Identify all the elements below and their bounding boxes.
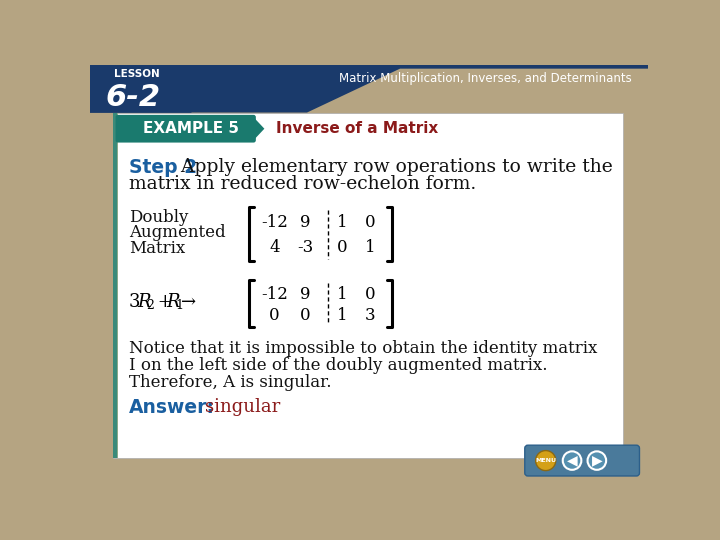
Text: 0: 0 bbox=[338, 239, 348, 256]
Text: 0: 0 bbox=[365, 214, 376, 231]
Text: 3: 3 bbox=[129, 293, 140, 311]
Circle shape bbox=[536, 450, 556, 470]
Text: Notice that it is impossible to obtain the identity matrix: Notice that it is impossible to obtain t… bbox=[129, 340, 597, 356]
Text: matrix in reduced row-echelon form.: matrix in reduced row-echelon form. bbox=[129, 175, 476, 193]
Polygon shape bbox=[118, 117, 264, 140]
Bar bbox=[113, 112, 118, 457]
Text: Therefore, A is singular.: Therefore, A is singular. bbox=[129, 374, 331, 390]
Text: 3: 3 bbox=[365, 307, 376, 323]
Text: Step 2: Step 2 bbox=[129, 158, 197, 177]
Text: Apply elementary row operations to write the: Apply elementary row operations to write… bbox=[175, 158, 613, 176]
Text: 1: 1 bbox=[338, 214, 348, 231]
Text: singular: singular bbox=[204, 399, 280, 416]
Bar bbox=[113, 112, 117, 457]
Text: Inverse of a Matrix: Inverse of a Matrix bbox=[276, 121, 438, 136]
Bar bbox=[90, 65, 648, 112]
Text: -12: -12 bbox=[261, 286, 288, 303]
Text: R: R bbox=[166, 293, 179, 311]
Polygon shape bbox=[90, 65, 648, 112]
Text: 9: 9 bbox=[300, 214, 311, 231]
Text: Matrix Multiplication, Inverses, and Determinants: Matrix Multiplication, Inverses, and Det… bbox=[339, 72, 631, 85]
Text: LESSON: LESSON bbox=[114, 69, 159, 79]
Polygon shape bbox=[307, 65, 648, 112]
Text: Doubly: Doubly bbox=[129, 209, 188, 226]
Text: I on the left side of the doubly augmented matrix.: I on the left side of the doubly augment… bbox=[129, 356, 547, 374]
Text: 6-2: 6-2 bbox=[105, 83, 160, 112]
Circle shape bbox=[588, 451, 606, 470]
Text: 2: 2 bbox=[147, 299, 155, 312]
Text: 0: 0 bbox=[365, 286, 376, 303]
Text: 1: 1 bbox=[338, 307, 348, 323]
Text: EXAMPLE 5: EXAMPLE 5 bbox=[143, 121, 239, 136]
Polygon shape bbox=[90, 65, 284, 112]
Text: 1: 1 bbox=[338, 286, 348, 303]
Text: 1: 1 bbox=[175, 299, 184, 312]
Polygon shape bbox=[90, 65, 648, 112]
Bar bbox=[113, 112, 624, 457]
FancyBboxPatch shape bbox=[116, 115, 256, 143]
Text: 9: 9 bbox=[300, 286, 311, 303]
Text: R: R bbox=[138, 293, 150, 311]
Text: Answer:: Answer: bbox=[129, 398, 215, 417]
Text: -12: -12 bbox=[261, 214, 288, 231]
Text: Matrix: Matrix bbox=[129, 240, 185, 256]
Text: MENU: MENU bbox=[535, 458, 557, 463]
FancyBboxPatch shape bbox=[525, 445, 639, 476]
Text: ◀: ◀ bbox=[567, 454, 577, 468]
Text: 4: 4 bbox=[269, 239, 280, 256]
Text: 1: 1 bbox=[365, 239, 376, 256]
Text: +: + bbox=[152, 293, 179, 311]
Text: Augmented: Augmented bbox=[129, 224, 225, 241]
Text: 0: 0 bbox=[300, 307, 311, 323]
Text: 0: 0 bbox=[269, 307, 280, 323]
Text: -3: -3 bbox=[297, 239, 314, 256]
Text: ▶: ▶ bbox=[592, 454, 602, 468]
Text: →: → bbox=[181, 293, 196, 311]
Circle shape bbox=[563, 451, 581, 470]
